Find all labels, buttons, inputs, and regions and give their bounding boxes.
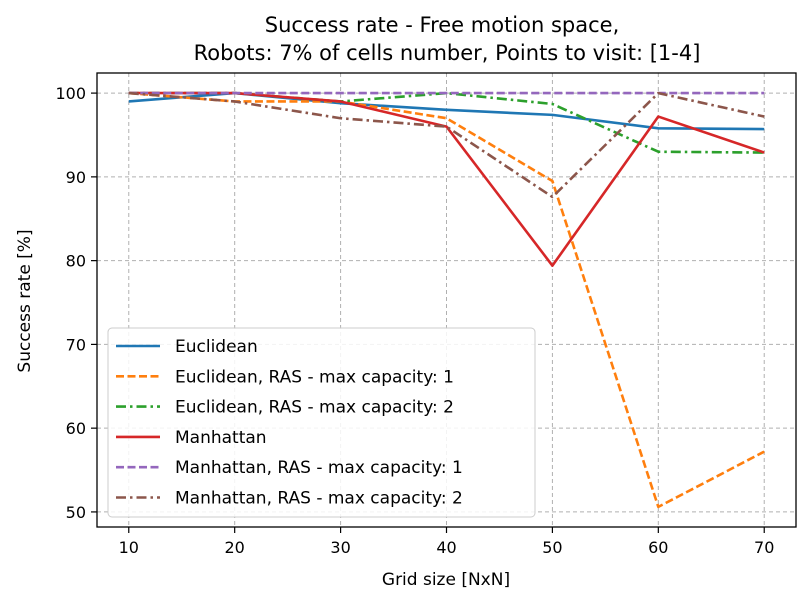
legend-label-2: Euclidean, RAS - max capacity: 1 — [175, 367, 454, 387]
legend-label-4: Manhattan — [175, 428, 267, 448]
x-tick-label: 40 — [436, 538, 456, 557]
series-lines — [128, 91, 765, 509]
axes: 10 20 30 40 50 60 70 50 60 70 80 90 100 — [55, 84, 774, 557]
y-tick-label: 80 — [66, 252, 86, 271]
y-tick-label: 100 — [55, 84, 86, 103]
y-tick-label: 70 — [66, 335, 86, 354]
y-tick-label: 60 — [66, 419, 86, 438]
x-tick-label: 30 — [330, 538, 350, 557]
legend-label-6: Manhattan, RAS - max capacity: 2 — [175, 489, 463, 509]
legend-label-5: Manhattan, RAS - max capacity: 1 — [175, 458, 463, 478]
chart-title: Success rate - Free motion space, — [265, 13, 620, 37]
legend-box — [107, 327, 536, 518]
plot-frame — [96, 72, 797, 528]
legend-label-3: Euclidean, RAS - max capacity: 2 — [175, 398, 454, 418]
legend: Euclidean Euclidean, RAS - max capacity: … — [107, 327, 536, 518]
chart-subtitle: Robots: 7% of cells number, Points to vi… — [194, 41, 701, 65]
x-tick-label: 10 — [119, 538, 139, 557]
series-line-6 — [128, 91, 765, 199]
y-axis-label: Success rate [%] — [15, 229, 35, 372]
x-tick-label: 50 — [542, 538, 562, 557]
x-tick-label: 20 — [225, 538, 245, 557]
x-axis-label: Grid size [NxN] — [382, 570, 510, 590]
y-tick-label: 50 — [66, 503, 86, 522]
y-tick-label: 90 — [66, 168, 86, 187]
x-tick-label: 60 — [648, 538, 668, 557]
legend-label-1: Euclidean — [175, 337, 258, 357]
x-tick-label: 70 — [754, 538, 774, 557]
